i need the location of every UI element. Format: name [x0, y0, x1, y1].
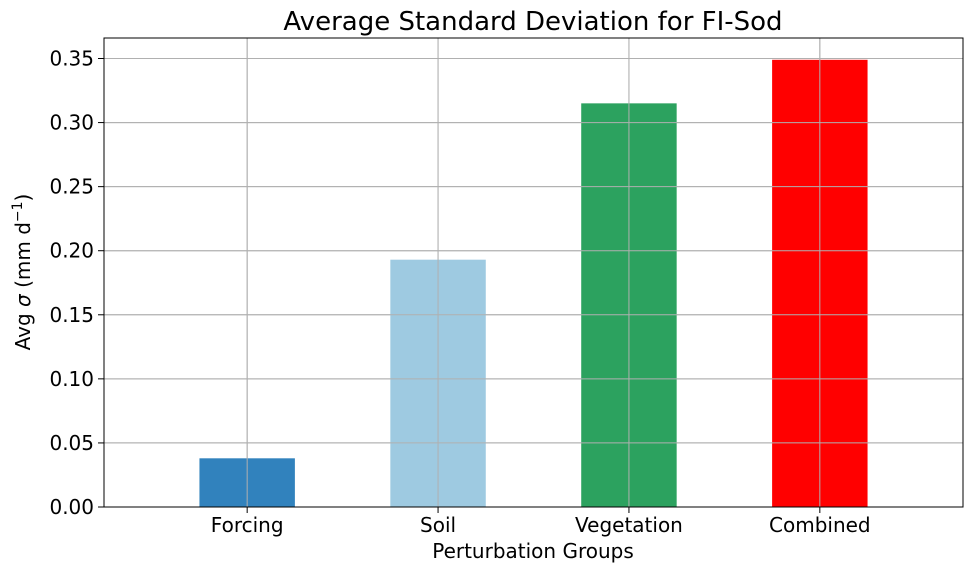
y-tick-label: 0.05: [49, 431, 94, 455]
y-tick-label: 0.30: [49, 111, 94, 135]
x-axis-label: Perturbation Groups: [432, 539, 634, 563]
y-axis-label: Avg σ (mm d−1): [10, 194, 35, 351]
x-axis-ticks: Forcing Soil Vegetation Combined: [211, 507, 871, 537]
y-axis-ticks: 0.00 0.05 0.10 0.15 0.20 0.25 0.30 0.35: [49, 47, 104, 519]
y-tick-label: 0.10: [49, 367, 94, 391]
x-tick-label: Soil: [420, 513, 456, 537]
y-axis-label-sigma: σ: [11, 293, 35, 307]
x-tick-label: Forcing: [211, 513, 284, 537]
y-axis-label-exponent: −1: [10, 201, 26, 222]
y-axis-label-middle: (mm d: [11, 222, 35, 294]
plot-frame: [103, 37, 964, 508]
y-tick-label: 0.00: [49, 495, 94, 519]
y-tick-label: 0.35: [49, 47, 94, 71]
y-axis-label-suffix: ): [11, 194, 35, 202]
bars: [199, 59, 868, 508]
chart-title: Average Standard Deviation for FI-Sod: [283, 7, 782, 37]
y-tick-label: 0.20: [49, 239, 94, 263]
y-axis-label-prefix: Avg: [11, 307, 35, 350]
y-tick-label: 0.15: [49, 303, 94, 327]
y-tick-label: 0.25: [49, 175, 94, 199]
x-tick-label: Vegetation: [575, 513, 683, 537]
x-tick-label: Combined: [769, 513, 871, 537]
